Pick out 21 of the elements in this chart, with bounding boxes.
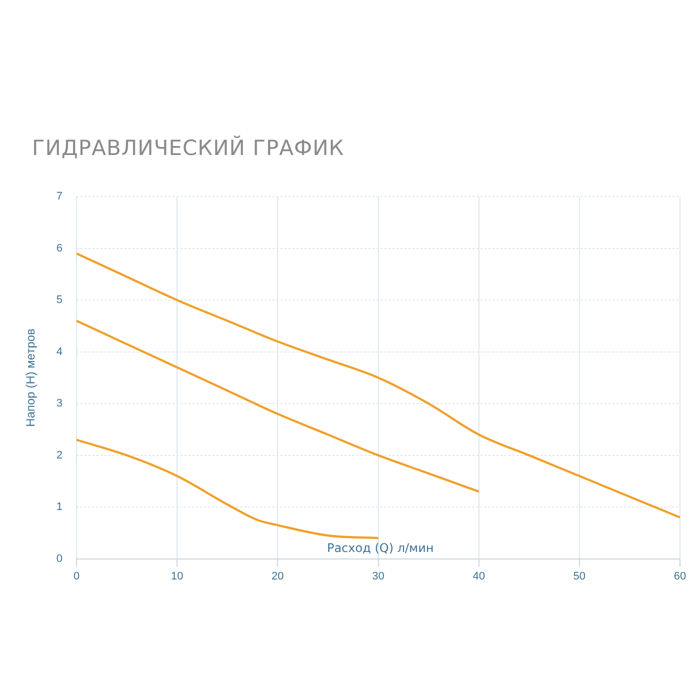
chart-title: ГИДРАВЛИЧЕСКИЙ ГРАФИК — [32, 136, 344, 160]
y-tick-label: 0 — [56, 552, 63, 565]
x-tick-label: 10 — [170, 570, 184, 582]
y-tick-label: 1 — [56, 501, 63, 514]
y-tick-label: 4 — [56, 346, 63, 358]
line-series — [76, 252, 680, 519]
x-tick-label: 20 — [272, 570, 284, 582]
x-tick-label: 0 — [73, 570, 80, 582]
y-tick-label: 5 — [56, 294, 63, 306]
y-tick-label: 2 — [56, 449, 63, 462]
x-tick-label: 30 — [372, 570, 384, 582]
y-tick-label: 6 — [56, 242, 63, 254]
y-tick-label: 7 — [56, 190, 63, 203]
x-axis-title: Расход (Q) л/мин — [326, 540, 434, 555]
y-tick-label: 3 — [56, 398, 63, 410]
line-series — [76, 320, 480, 493]
x-tick-label: 40 — [472, 570, 485, 582]
x-tick-label: 60 — [674, 570, 686, 582]
line-series — [76, 438, 380, 540]
x-tick-label: 50 — [573, 570, 586, 582]
y-axis-title: Напор (H) метров — [24, 328, 38, 427]
